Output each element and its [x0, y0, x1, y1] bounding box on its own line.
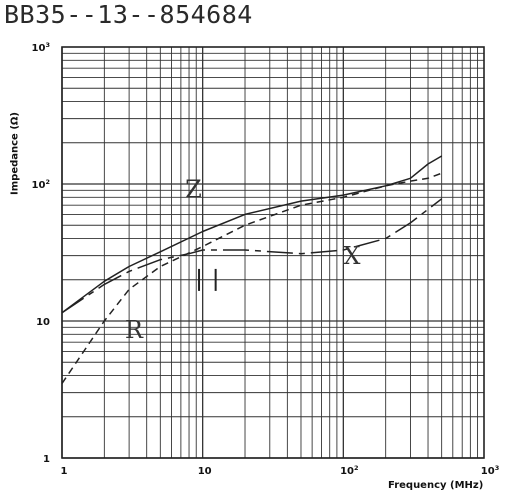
- x-tick-label: 10: [198, 466, 212, 477]
- y-tick-label: 1: [43, 454, 50, 465]
- grid: [61, 46, 485, 459]
- series-z-label: Z: [185, 175, 202, 203]
- x-tick-label: 103: [481, 464, 499, 477]
- x-tick-label: 1: [61, 466, 68, 477]
- series-x-line: [61, 198, 443, 314]
- series-r-line: [61, 172, 442, 384]
- y-tick-label: 102: [32, 178, 50, 191]
- tick-labels: 1 10 102 103 1 10 102 103: [32, 41, 500, 477]
- plot-frame: [61, 46, 485, 459]
- chart-title: BB35--13--854684: [4, 0, 253, 29]
- y-tick-label: 103: [32, 41, 50, 54]
- annotation-marks: [198, 268, 217, 291]
- x-tick-label: 102: [340, 464, 358, 477]
- curve-labels: Z R X: [125, 175, 361, 344]
- series-x-label: X: [343, 242, 360, 270]
- series-r-label: R: [125, 316, 144, 344]
- series-z-line: [61, 155, 443, 314]
- curves: [61, 155, 443, 384]
- y-tick-label: 10: [36, 317, 50, 328]
- x-axis-label: Frequency (MHz): [388, 480, 484, 491]
